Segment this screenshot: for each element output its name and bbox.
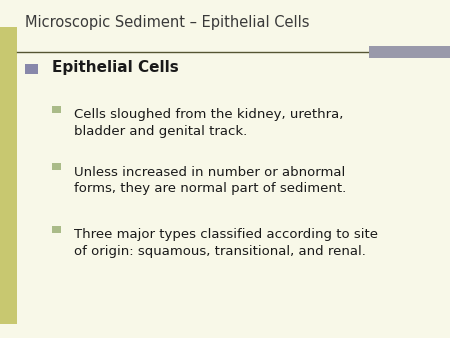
Bar: [0, 27, 17, 324]
Text: Three major types classified according to site
of origin: squamous, transitional: Three major types classified according t…: [74, 228, 378, 258]
Text: Epithelial Cells: Epithelial Cells: [52, 60, 179, 75]
Text: Microscopic Sediment – Epithelial Cells: Microscopic Sediment – Epithelial Cells: [25, 15, 309, 30]
Bar: [52, 163, 61, 170]
Bar: [52, 106, 61, 113]
Text: Cells sloughed from the kidney, urethra,
bladder and genital track.: Cells sloughed from the kidney, urethra,…: [74, 108, 344, 138]
Text: Unless increased in number or abnormal
forms, they are normal part of sediment.: Unless increased in number or abnormal f…: [74, 166, 346, 195]
Bar: [25, 64, 38, 74]
Bar: [52, 226, 61, 233]
Bar: [369, 46, 450, 58]
